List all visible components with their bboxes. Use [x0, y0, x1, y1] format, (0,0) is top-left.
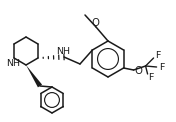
- Text: F: F: [148, 72, 153, 81]
- Text: NH: NH: [6, 59, 20, 67]
- Text: O: O: [91, 18, 99, 28]
- Text: F: F: [159, 62, 164, 71]
- Text: O: O: [135, 66, 143, 76]
- Text: NH: NH: [56, 47, 70, 56]
- Polygon shape: [26, 65, 42, 87]
- Text: F: F: [155, 51, 160, 61]
